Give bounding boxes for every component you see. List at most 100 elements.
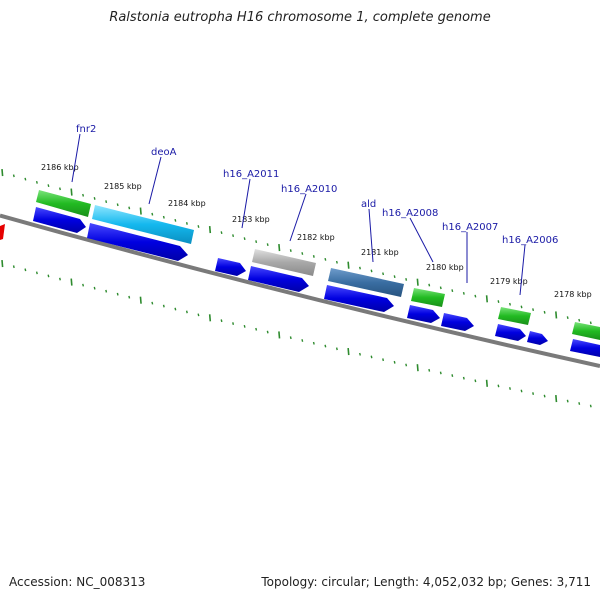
cds-arrow-h16-a2007 bbox=[441, 313, 474, 331]
gene-label-h16-a2006: h16_A2006 bbox=[502, 235, 558, 246]
ruler-dot bbox=[335, 260, 338, 264]
cds-arrow-small bbox=[527, 331, 548, 345]
gene-label-h16-a2011: h16_A2011 bbox=[223, 169, 279, 180]
cds-arrow-deoA bbox=[87, 223, 188, 261]
ruler-dot bbox=[393, 275, 396, 279]
cds-arrow-h16-a2008 bbox=[407, 305, 440, 323]
ruler-dot bbox=[335, 347, 338, 351]
ruler-dot bbox=[301, 252, 304, 255]
ruler-dot bbox=[405, 363, 408, 367]
ruler-dot bbox=[151, 301, 154, 305]
ruler-major-tick bbox=[1, 169, 4, 177]
kbp-label: 2182 kbp bbox=[297, 233, 335, 242]
gene-track bbox=[36, 190, 600, 340]
ruler-dot bbox=[405, 278, 408, 281]
gene-label-fnr2: fnr2 bbox=[76, 124, 96, 135]
cds-arrow-fnr2 bbox=[33, 207, 86, 233]
ruler-dot bbox=[35, 180, 38, 184]
ruler-dot bbox=[35, 271, 38, 275]
genome-summary-text: Topology: circular; Length: 4,052,032 bp… bbox=[261, 575, 591, 589]
ruler-dot bbox=[59, 277, 61, 281]
ruler-dot bbox=[462, 376, 465, 380]
ruler-dot bbox=[312, 255, 315, 258]
ruler-major-tick bbox=[555, 311, 558, 319]
ruler-dot bbox=[451, 289, 454, 293]
ruler-major-tick bbox=[208, 314, 212, 322]
ruler-dot bbox=[82, 283, 85, 287]
ruler-dot bbox=[532, 392, 535, 395]
ruler-dot bbox=[243, 237, 246, 241]
ruler-dot bbox=[359, 266, 361, 270]
ruler-dot bbox=[93, 197, 96, 200]
ruler-dot bbox=[543, 310, 546, 314]
ruler-dot bbox=[128, 295, 131, 299]
ruler-dot bbox=[59, 187, 61, 191]
ruler-dot bbox=[543, 394, 546, 398]
ruler-dot bbox=[174, 218, 177, 222]
ruler-major-tick bbox=[278, 331, 281, 339]
gene-feature-h16-a2006 bbox=[498, 307, 531, 325]
ruler-dot bbox=[116, 292, 119, 296]
ruler-dot bbox=[393, 360, 396, 364]
ruler-major-tick bbox=[485, 295, 489, 303]
ruler-dot bbox=[220, 231, 223, 235]
ruler-major-tick bbox=[555, 394, 558, 403]
ruler-dot bbox=[232, 234, 235, 238]
ruler-dot bbox=[509, 302, 511, 306]
ruler-dot bbox=[24, 268, 27, 272]
cds-arrow-h16-a2010 bbox=[248, 266, 309, 292]
gene-feature-deoA bbox=[92, 205, 194, 244]
ruler-dot bbox=[497, 300, 500, 303]
ruler-dot bbox=[324, 257, 327, 261]
ruler-dot bbox=[474, 379, 477, 383]
ruler-dot bbox=[47, 274, 50, 278]
ruler-major-tick bbox=[347, 347, 350, 356]
ruler-dot bbox=[105, 289, 108, 293]
ruler-dot bbox=[497, 384, 500, 388]
kbp-label: 2179 kbp bbox=[490, 277, 528, 286]
ruler-dot bbox=[24, 177, 27, 181]
gene-label-deoA: deoA bbox=[151, 147, 177, 158]
gene-label-h16-a2008: h16_A2008 bbox=[382, 208, 438, 219]
ruler-dot bbox=[462, 291, 465, 295]
ruler-dot bbox=[82, 193, 85, 197]
cds-arrow-next bbox=[570, 339, 600, 357]
gene-feature-h16-a2008 bbox=[411, 288, 445, 307]
ruler-dot bbox=[162, 215, 165, 219]
ruler-dot bbox=[428, 368, 431, 372]
kbp-label: 2181 kbp bbox=[361, 248, 399, 257]
ruler-dot bbox=[255, 240, 258, 244]
ruler-dot bbox=[185, 310, 188, 314]
ruler-dot bbox=[232, 322, 235, 325]
kbp-label: 2183 kbp bbox=[232, 215, 270, 224]
ruler-dot bbox=[266, 330, 269, 334]
ruler-dot bbox=[185, 222, 188, 225]
cds-arrow-h16-a2006 bbox=[495, 324, 526, 341]
ruler-major-tick bbox=[416, 364, 419, 372]
ruler-dot bbox=[382, 358, 385, 362]
ruler-dot bbox=[474, 294, 477, 298]
kbp-label: 2180 kbp bbox=[426, 263, 464, 272]
accession-text: Accession: NC_008313 bbox=[9, 575, 146, 589]
ruler-dot bbox=[197, 313, 200, 317]
ruler-major-tick bbox=[485, 379, 489, 387]
ruler-dot bbox=[428, 283, 431, 287]
ruler-major-tick bbox=[208, 225, 212, 234]
ruler-dot bbox=[162, 304, 165, 308]
ruler-dot bbox=[255, 327, 258, 331]
ruler-dot bbox=[301, 339, 304, 342]
kbp-label: 2186 kbp bbox=[41, 163, 79, 172]
ruler-dot bbox=[359, 352, 361, 356]
ruler-major-tick bbox=[139, 296, 142, 304]
chromosome-backbone bbox=[0, 213, 600, 368]
ruler-dot bbox=[370, 355, 373, 359]
ruler-dot bbox=[243, 324, 246, 328]
ruler-dot bbox=[289, 249, 292, 252]
ruler-dot bbox=[589, 404, 592, 408]
ruler-dot bbox=[93, 286, 96, 290]
cds-track bbox=[33, 207, 600, 357]
kbp-label: 2185 kbp bbox=[104, 182, 142, 191]
ruler-major-tick bbox=[1, 259, 4, 268]
ruler-dot bbox=[151, 212, 154, 216]
ruler-dot bbox=[578, 318, 581, 322]
